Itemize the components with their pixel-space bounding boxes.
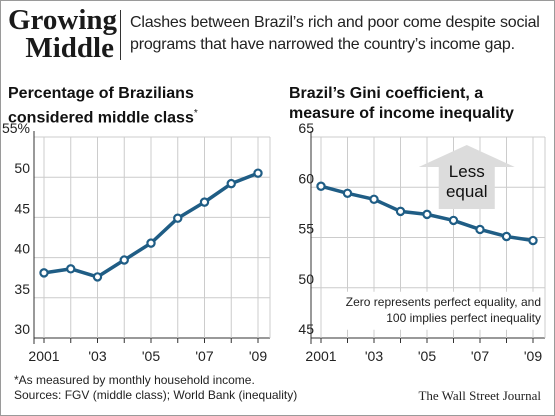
middle-class-y-tick-label: 50 bbox=[14, 160, 30, 176]
left-chart-title: Percentage of Brazilians considered midd… bbox=[8, 84, 273, 128]
footnote-sources: Sources: FGV (middle class); World Bank … bbox=[14, 388, 298, 402]
header-divider bbox=[120, 10, 121, 60]
gini-y-tick-label: 45 bbox=[298, 321, 314, 337]
middle-class-x-tick-label: '03 bbox=[88, 348, 106, 364]
left-chart-title-marker: * bbox=[193, 108, 198, 119]
middle-class-data-point bbox=[226, 178, 236, 189]
right-chart-title: Brazil’s Gini coefficient, a measure of … bbox=[289, 85, 514, 122]
gini-data-point bbox=[501, 231, 512, 242]
middle-class-data-point bbox=[199, 197, 210, 207]
middle-class-y-tick-label: 45 bbox=[14, 200, 30, 216]
middle-class-x-tick-label: '07 bbox=[195, 348, 213, 364]
gini-x-tick-label: 2001 bbox=[305, 348, 336, 364]
graphic-subtitle: Clashes between Brazil’s rich and poor c… bbox=[130, 14, 540, 53]
gini-y-tick-label: 60 bbox=[298, 170, 314, 186]
middle-class-data-point bbox=[253, 168, 263, 178]
gini-y-tick-label: 50 bbox=[298, 271, 314, 287]
gini-y-tick-label: 55 bbox=[298, 221, 314, 237]
chart-note-line-1: Zero represents perfect equality, and bbox=[346, 295, 541, 309]
graphic-title: Growing Middle bbox=[8, 4, 118, 64]
credit-line: The Wall Street Journal bbox=[418, 388, 541, 403]
gini-x-tick-label: '03 bbox=[365, 348, 383, 364]
middle-class-x-tick-label: 2001 bbox=[28, 348, 59, 364]
middle-class-data-point bbox=[173, 213, 183, 223]
less-equal-arrow-icon bbox=[418, 145, 515, 209]
gini-data-point bbox=[448, 215, 459, 226]
gini-data-point bbox=[316, 181, 326, 191]
gini-data-point bbox=[395, 206, 406, 217]
middle-class-y-tick-label: 40 bbox=[14, 241, 30, 257]
middle-class-chart: 55% 50 45 40 35 30 2001 '03 '05 '07 '09 bbox=[2, 120, 271, 364]
chart-note-line-2: 100 implies perfect inequality bbox=[386, 311, 541, 325]
middle-class-data-point bbox=[119, 255, 129, 265]
gini-data-point bbox=[369, 194, 379, 205]
arrow-label-line-1: Less bbox=[449, 162, 485, 181]
middle-class-y-tick-label: 55% bbox=[2, 120, 30, 136]
middle-class-x-tick-label: '09 bbox=[249, 348, 267, 364]
gini-data-point bbox=[528, 235, 538, 246]
middle-class-y-tick-label: 35 bbox=[14, 281, 30, 297]
gini-x-tick-label: '09 bbox=[524, 348, 542, 364]
footnote-measure: *As measured by monthly household income… bbox=[14, 373, 255, 387]
middle-class-data-point bbox=[92, 272, 103, 282]
gini-x-tick-label: '05 bbox=[418, 348, 436, 364]
middle-class-data-point bbox=[39, 268, 49, 278]
note-background bbox=[327, 291, 543, 330]
middle-class-data-point bbox=[66, 264, 76, 274]
left-chart-title-text: Percentage of Brazilians considered midd… bbox=[8, 85, 194, 127]
gini-x-tick-label: '07 bbox=[471, 348, 489, 364]
middle-class-x-tick-label: '05 bbox=[142, 348, 160, 364]
gini-y-tick-label: 65 bbox=[298, 120, 314, 136]
gini-data-point bbox=[475, 224, 485, 235]
arrow-label-line-2: equal bbox=[446, 182, 488, 201]
middle-class-y-tick-label: 30 bbox=[14, 321, 30, 337]
gini-data-point bbox=[342, 188, 353, 198]
gini-data-point bbox=[422, 209, 432, 220]
middle-class-data-point bbox=[146, 238, 156, 248]
